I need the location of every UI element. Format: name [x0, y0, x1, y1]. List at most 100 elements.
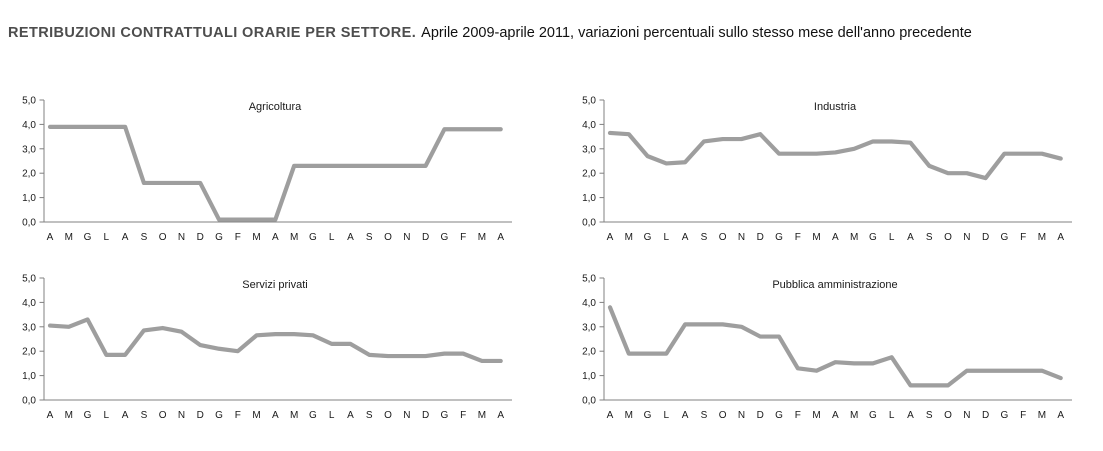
x-tick-label: G	[869, 410, 877, 421]
x-tick-label: M	[625, 410, 633, 421]
x-tick-label: A	[607, 232, 614, 243]
x-tick-label: A	[497, 410, 504, 421]
chart-panel-agricoltura: Agricoltura 5,0 4,0 3,0 2,0 1,0 0,0 A M G L A S O N D G F…	[2, 87, 533, 247]
x-tick-label: D	[422, 232, 429, 243]
y-tick-label: 0,0	[582, 396, 596, 407]
x-tick-label: G	[644, 232, 652, 243]
page-title: RETRIBUZIONI CONTRATTUALI ORARIE PER SET…	[8, 26, 972, 41]
x-tick-label: G	[644, 410, 652, 421]
x-tick-label: D	[757, 410, 764, 421]
x-tick-label: A	[1057, 410, 1064, 421]
x-tick-label: O	[719, 232, 727, 243]
y-tick-label: 5,0	[582, 274, 596, 285]
x-tick-label: G	[440, 232, 448, 243]
y-tick-label: 1,0	[582, 371, 596, 382]
y-tick-label: 1,0	[22, 371, 36, 382]
x-tick-label: N	[178, 410, 185, 421]
y-tick-label: 4,0	[582, 298, 596, 309]
x-tick-label: A	[907, 232, 914, 243]
y-tick-label: 1,0	[22, 193, 36, 204]
x-tick-label: O	[384, 410, 392, 421]
x-tick-label: N	[738, 410, 745, 421]
chart-panel-pubblica-amministrazione: Pubblica amministrazione 5,0 4,0 3,0 2,0 1,0 0…	[562, 265, 1093, 425]
y-tick-label: 0,0	[22, 396, 36, 407]
chart-panel-industria: Industria 5,0 4,0 3,0 2,0 1,0 0,0 A M G L A S O N D G F M A…	[562, 87, 1093, 247]
x-tick-label: G	[869, 232, 877, 243]
x-tick-label: O	[384, 232, 392, 243]
x-tick-label: A	[607, 410, 614, 421]
x-tick-label: L	[329, 232, 335, 243]
x-tick-label: G	[775, 410, 783, 421]
x-tick-label: A	[122, 410, 129, 421]
x-tick-label: N	[403, 410, 410, 421]
x-tick-label: A	[347, 410, 354, 421]
x-tick-label: A	[47, 410, 54, 421]
y-tick-label: 3,0	[22, 144, 36, 155]
y-tick-label: 3,0	[582, 322, 596, 333]
x-tick-label: N	[178, 232, 185, 243]
x-tick-label: L	[104, 232, 110, 243]
y-tick-label: 3,0	[582, 144, 596, 155]
x-tick-label: F	[1020, 410, 1026, 421]
x-tick-label: L	[664, 410, 670, 421]
x-tick-label: A	[907, 410, 914, 421]
x-tick-label: G	[215, 232, 223, 243]
x-tick-label: F	[235, 232, 241, 243]
x-tick-label: D	[197, 410, 204, 421]
x-tick-label: N	[963, 410, 970, 421]
x-tick-label: D	[982, 232, 989, 243]
x-tick-label: L	[889, 410, 895, 421]
x-tick-label: M	[65, 232, 73, 243]
x-tick-label: L	[329, 410, 335, 421]
x-tick-label: A	[682, 232, 689, 243]
x-tick-label: A	[272, 232, 279, 243]
x-tick-label: A	[1057, 232, 1064, 243]
x-tick-label: M	[625, 232, 633, 243]
x-tick-label: A	[272, 410, 279, 421]
y-tick-label: 5,0	[582, 96, 596, 107]
x-tick-label: M	[1038, 410, 1046, 421]
x-tick-label: O	[159, 232, 167, 243]
x-tick-label: M	[1038, 232, 1046, 243]
x-tick-label: G	[215, 410, 223, 421]
x-tick-label: A	[682, 410, 689, 421]
x-tick-label: L	[664, 232, 670, 243]
x-tick-label: S	[701, 232, 708, 243]
x-tick-label: O	[159, 410, 167, 421]
page-title-main: RETRIBUZIONI CONTRATTUALI ORARIE PER SET…	[8, 25, 417, 41]
x-tick-label: O	[719, 410, 727, 421]
x-tick-label: D	[197, 232, 204, 243]
chart-title: Agricoltura	[249, 101, 302, 113]
x-tick-label: O	[944, 232, 952, 243]
y-tick-label: 4,0	[22, 298, 36, 309]
x-tick-label: M	[850, 410, 858, 421]
data-line	[47, 317, 503, 364]
x-tick-label: F	[460, 410, 466, 421]
x-tick-label: G	[1000, 410, 1008, 421]
x-tick-label: G	[440, 410, 448, 421]
x-tick-label: A	[122, 232, 129, 243]
x-tick-label: N	[738, 232, 745, 243]
y-tick-label: 1,0	[582, 193, 596, 204]
x-tick-label: M	[65, 410, 73, 421]
data-line	[607, 305, 1063, 388]
x-tick-label: M	[478, 232, 486, 243]
x-tick-label: M	[850, 232, 858, 243]
x-tick-label: A	[832, 232, 839, 243]
x-tick-label: F	[795, 232, 801, 243]
x-tick-label: D	[757, 232, 764, 243]
y-tick-label: 3,0	[22, 322, 36, 333]
y-tick-label: 2,0	[582, 169, 596, 180]
x-tick-label: F	[795, 410, 801, 421]
y-tick-label: 4,0	[22, 120, 36, 131]
y-tick-label: 4,0	[582, 120, 596, 131]
x-tick-label: S	[926, 232, 933, 243]
x-tick-label: L	[889, 232, 895, 243]
x-tick-label: G	[84, 410, 92, 421]
x-tick-label: L	[104, 410, 110, 421]
data-line	[47, 124, 503, 222]
x-tick-label: D	[982, 410, 989, 421]
